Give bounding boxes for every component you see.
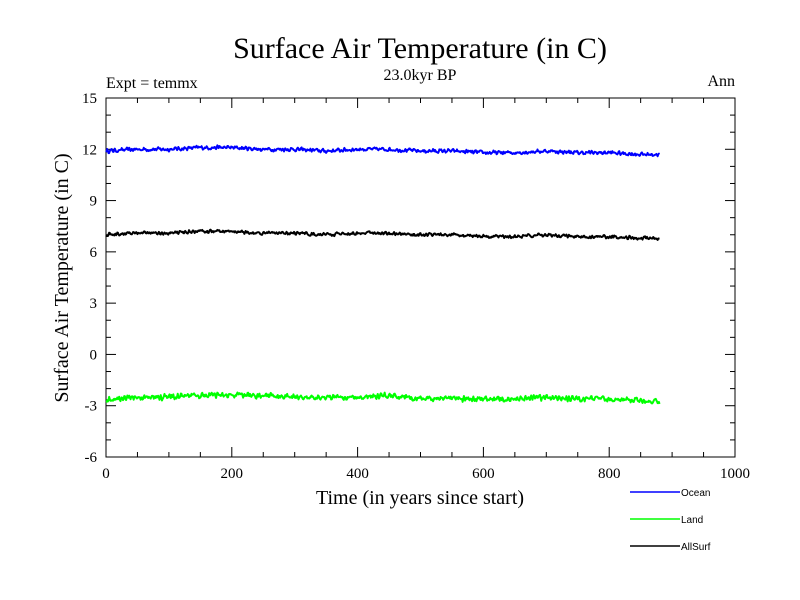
y-tick-label: -6 [85,450,98,466]
series-lines [105,144,661,405]
x-tick-label: 0 [102,466,110,482]
series-line-land [105,391,661,405]
chart-subtitle: 23.0kyr BP [384,67,457,84]
y-tick-label: 12 [82,142,97,158]
series-line-ocean [105,144,661,158]
y-tick-label: 3 [90,296,98,312]
y-tick-label: 9 [90,194,98,210]
x-tick-label: 1000 [720,466,750,482]
y-axis: -6 -3 0 3 6 9 12 15 [82,91,735,466]
season-label: Ann [707,73,735,90]
x-tick-label: 400 [346,466,369,482]
y-tick-label: 15 [82,91,97,107]
legend-label-ocean: Ocean [681,488,710,499]
y-tick-label: 0 [90,347,98,363]
chart-title: Surface Air Temperature (in C) [233,32,607,65]
series-line-allsurf [105,228,660,241]
legend-label-land: Land [681,515,703,526]
y-tick-label: -3 [85,399,98,415]
x-axis-label: Time (in years since start) [316,487,524,509]
legend-label-allsurf: AllSurf [681,542,711,553]
y-axis-label: Surface Air Temperature (in C) [51,153,73,402]
legend: Ocean Land AllSurf [630,488,711,553]
x-axis: 0 200 400 600 800 1000 [102,98,750,482]
experiment-label: Expt = temmx [106,75,198,92]
x-tick-label: 600 [472,466,495,482]
y-tick-label: 6 [90,245,98,261]
x-tick-label: 800 [598,466,621,482]
x-tick-label: 200 [221,466,244,482]
